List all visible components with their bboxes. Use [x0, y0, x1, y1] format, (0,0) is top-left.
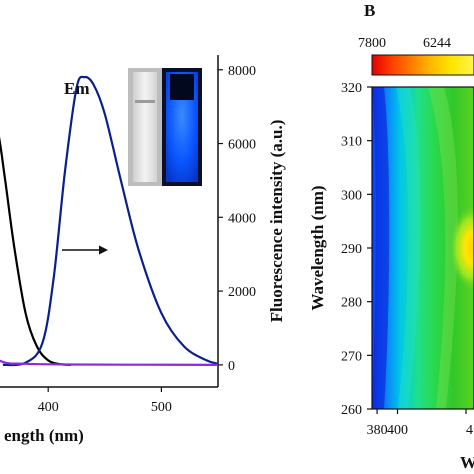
right-x-tick-label: 4 — [466, 423, 473, 438]
left-x-tick-label: 400 — [38, 400, 59, 415]
right-y-tick-label: 290 — [341, 242, 362, 257]
inset-photo-daylight — [128, 68, 162, 186]
colorbar-tick: 6244 — [423, 36, 451, 51]
left-right-axis-label: Fluorescence intensity (a.u.) — [267, 120, 286, 323]
right-panel: B 7800 6244 320 310 300 290 280 270 260 380 400… — [308, 1, 474, 472]
heatmap — [371, 86, 474, 410]
left-x-axis-label: ength (nm) — [4, 426, 84, 445]
left-y-tick-label: 2000 — [228, 285, 256, 300]
left-y-tick-label: 6000 — [228, 138, 256, 153]
absorption-curve — [0, 136, 71, 366]
baseline-curve — [0, 359, 219, 366]
right-x-tick-label: 400 — [387, 423, 408, 438]
left-x-tick-label: 500 — [151, 400, 172, 415]
left-y-ticks: 0 2000 4000 6000 8000 — [218, 64, 256, 374]
emission-curve — [2, 75, 219, 367]
right-x-tick-label: 380 — [367, 423, 388, 438]
left-y-tick-label: 8000 — [228, 64, 256, 79]
right-y-tick-label: 260 — [341, 403, 362, 418]
right-x-axis-label-fragment: W — [460, 453, 474, 472]
right-y-tick-label: 320 — [341, 81, 362, 96]
left-panel: 400 500 0 2000 4000 6000 8000 Em ength (nm) F… — [0, 55, 286, 445]
right-y-tick-label: 310 — [341, 135, 362, 150]
arrow — [62, 245, 108, 255]
right-y-axis-label: Wavelength (nm) — [308, 185, 327, 310]
inset-photo-uv — [162, 68, 202, 186]
colorbar — [371, 54, 474, 76]
panel-letter: B — [364, 1, 375, 20]
left-y-tick-label: 4000 — [228, 211, 256, 226]
right-y-tick-label: 270 — [341, 349, 362, 364]
left-y-tick-label: 0 — [228, 359, 235, 374]
right-x-ticks: 380 400 4 — [367, 409, 473, 438]
right-y-tick-label: 280 — [341, 296, 362, 311]
colorbar-tick: 7800 — [358, 36, 386, 51]
right-y-tick-label: 300 — [341, 188, 362, 203]
left-x-ticks: 400 500 — [38, 387, 172, 415]
right-y-ticks: 320 310 300 290 280 270 260 — [341, 81, 372, 418]
em-label: Em — [64, 79, 90, 98]
